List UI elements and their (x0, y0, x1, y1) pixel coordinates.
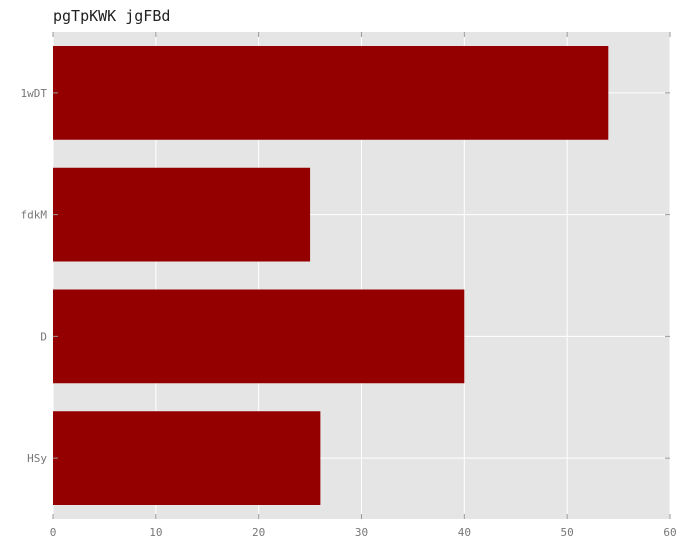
x-tick-label: 20 (252, 526, 265, 539)
chart-title: pgTpKWK jgFBd (53, 7, 170, 25)
tick-labels: 0 10 20 30 40 50 60 1wDT fdkM D HSy (21, 87, 677, 539)
y-tick-label: fdkM (21, 209, 48, 222)
y-tick-label: HSy (27, 452, 47, 465)
x-tick-label: 50 (561, 526, 574, 539)
bar-D (53, 289, 465, 384)
axis-ticks (52, 32, 671, 519)
x-tick-label: 60 (663, 526, 676, 539)
x-tick-label: 40 (458, 526, 471, 539)
bar-HSy (53, 411, 321, 505)
x-tick-label: 0 (50, 526, 57, 539)
bars (53, 46, 609, 505)
x-tick-label: 10 (149, 526, 162, 539)
y-tick-label: D (40, 330, 47, 343)
x-tick-label: 30 (355, 526, 368, 539)
bar-fdkM (53, 167, 311, 262)
bar-1wDT (53, 46, 609, 140)
y-tick-label: 1wDT (21, 87, 48, 100)
